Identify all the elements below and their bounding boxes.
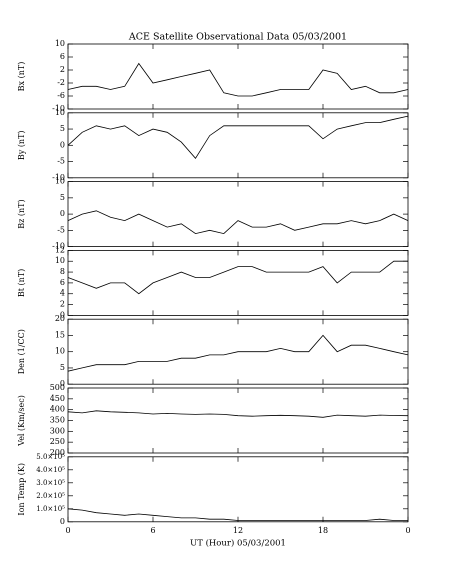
data-line xyxy=(67,410,409,418)
y-tick-label: 250 xyxy=(50,437,65,446)
x-tick-label: 12 xyxy=(233,526,243,535)
data-line xyxy=(67,260,408,295)
y-tick-label: 0 xyxy=(60,517,65,526)
y-tick-label: 1.0×10⁵ xyxy=(36,505,65,513)
y-tick-label: 0 xyxy=(60,209,65,218)
y-tick-label: 500 xyxy=(50,383,65,392)
y-tick-label: 0 xyxy=(60,140,65,149)
panel-frame xyxy=(67,456,409,523)
y-tick-label: 10 xyxy=(55,347,65,356)
y-tick-label: 15 xyxy=(55,330,65,339)
x-tick-label: 18 xyxy=(318,526,328,535)
y-tick-label: 200 xyxy=(50,448,65,457)
y-tick-label: 5.0×10⁵ xyxy=(36,453,65,461)
y-axis-label: By (nT) xyxy=(17,130,26,160)
y-tick-label: 5 xyxy=(60,124,65,133)
panel-frame xyxy=(67,387,409,454)
y-tick-label: 10 xyxy=(55,39,65,48)
y-tick-label: 5 xyxy=(60,363,65,372)
x-tick-label: 0 xyxy=(65,526,70,535)
y-tick-label: 8 xyxy=(60,267,65,276)
data-line xyxy=(67,508,408,521)
y-tick-label: 350 xyxy=(50,416,65,425)
y-tick-label: 300 xyxy=(50,426,65,435)
y-tick-label: -5 xyxy=(57,225,65,234)
y-axis-label: Den (1/CC) xyxy=(17,329,26,374)
y-axis-label: Bx (nT) xyxy=(17,62,26,92)
panel-frame xyxy=(67,181,409,248)
y-tick-label: 10 xyxy=(55,177,65,186)
x-tick-label: 6 xyxy=(150,526,155,535)
y-tick-label: -10 xyxy=(52,242,65,251)
y-axis-label: Vel (Km/sec) xyxy=(17,395,26,447)
y-tick-label: 4.0×10⁵ xyxy=(36,466,65,474)
y-tick-label: -10 xyxy=(52,104,65,113)
y-tick-label: 2 xyxy=(60,300,65,309)
y-tick-label: 3.0×10⁵ xyxy=(36,479,65,487)
y-tick-label: 400 xyxy=(50,405,65,414)
x-axis-label: UT (Hour) 05/03/2001 xyxy=(190,538,286,549)
y-tick-label: 10 xyxy=(55,256,65,265)
y-tick-label: 0 xyxy=(60,310,65,319)
panel-frame xyxy=(67,43,409,110)
panel-frame xyxy=(67,112,409,179)
y-tick-label: 6 xyxy=(60,52,65,61)
data-line xyxy=(67,210,409,235)
y-tick-label: 2 xyxy=(60,65,65,74)
y-tick-label: -5 xyxy=(57,157,65,166)
y-tick-label: -10 xyxy=(52,173,65,182)
y-tick-label: 5 xyxy=(60,193,65,202)
data-line xyxy=(67,334,409,372)
y-tick-label: -2 xyxy=(57,78,65,87)
y-tick-label: 0 xyxy=(60,379,65,388)
y-tick-label: 10 xyxy=(55,108,65,117)
y-axis-label: Ion Temp (K) xyxy=(17,463,26,516)
y-tick-label: -6 xyxy=(57,91,65,100)
y-axis-label: Bz (nT) xyxy=(17,199,26,228)
chart-title: ACE Satellite Observational Data 05/03/2… xyxy=(128,32,347,43)
y-tick-label: 20 xyxy=(55,314,65,323)
data-line xyxy=(67,62,409,97)
y-axis-label: Bt (nT) xyxy=(17,269,26,297)
y-tick-label: 4 xyxy=(60,289,65,298)
y-tick-label: 6 xyxy=(60,278,65,287)
x-tick-label: 0 xyxy=(405,526,410,535)
y-tick-label: 2.0×10⁵ xyxy=(36,492,65,500)
data-line xyxy=(67,115,409,159)
y-tick-label: 12 xyxy=(55,245,65,254)
y-tick-label: 450 xyxy=(50,394,65,403)
